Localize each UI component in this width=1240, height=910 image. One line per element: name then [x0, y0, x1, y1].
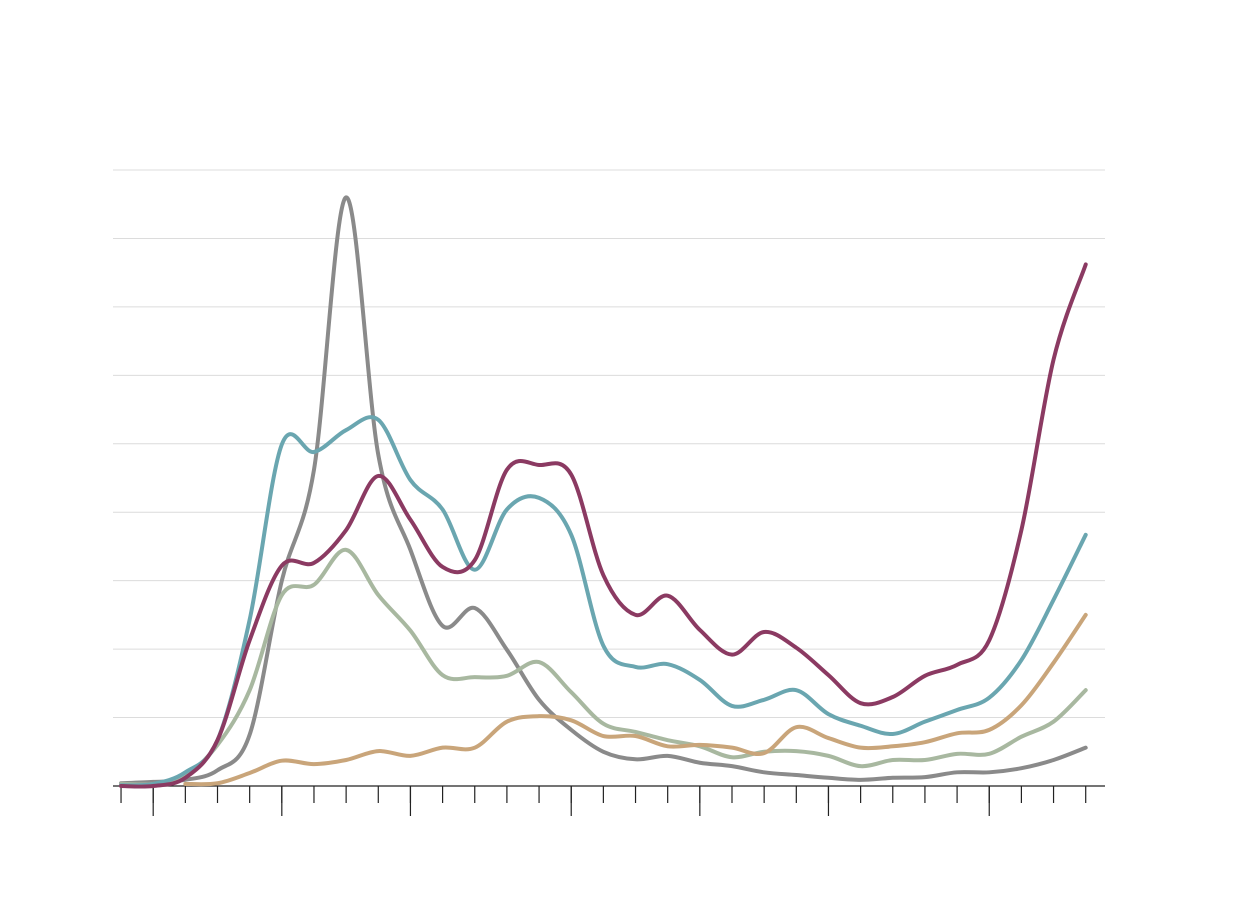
- line-series: [119, 262, 1088, 789]
- line-series: [119, 195, 1088, 786]
- line-series: [119, 415, 1088, 788]
- line-series: [183, 612, 1088, 787]
- line-series: [119, 547, 1088, 787]
